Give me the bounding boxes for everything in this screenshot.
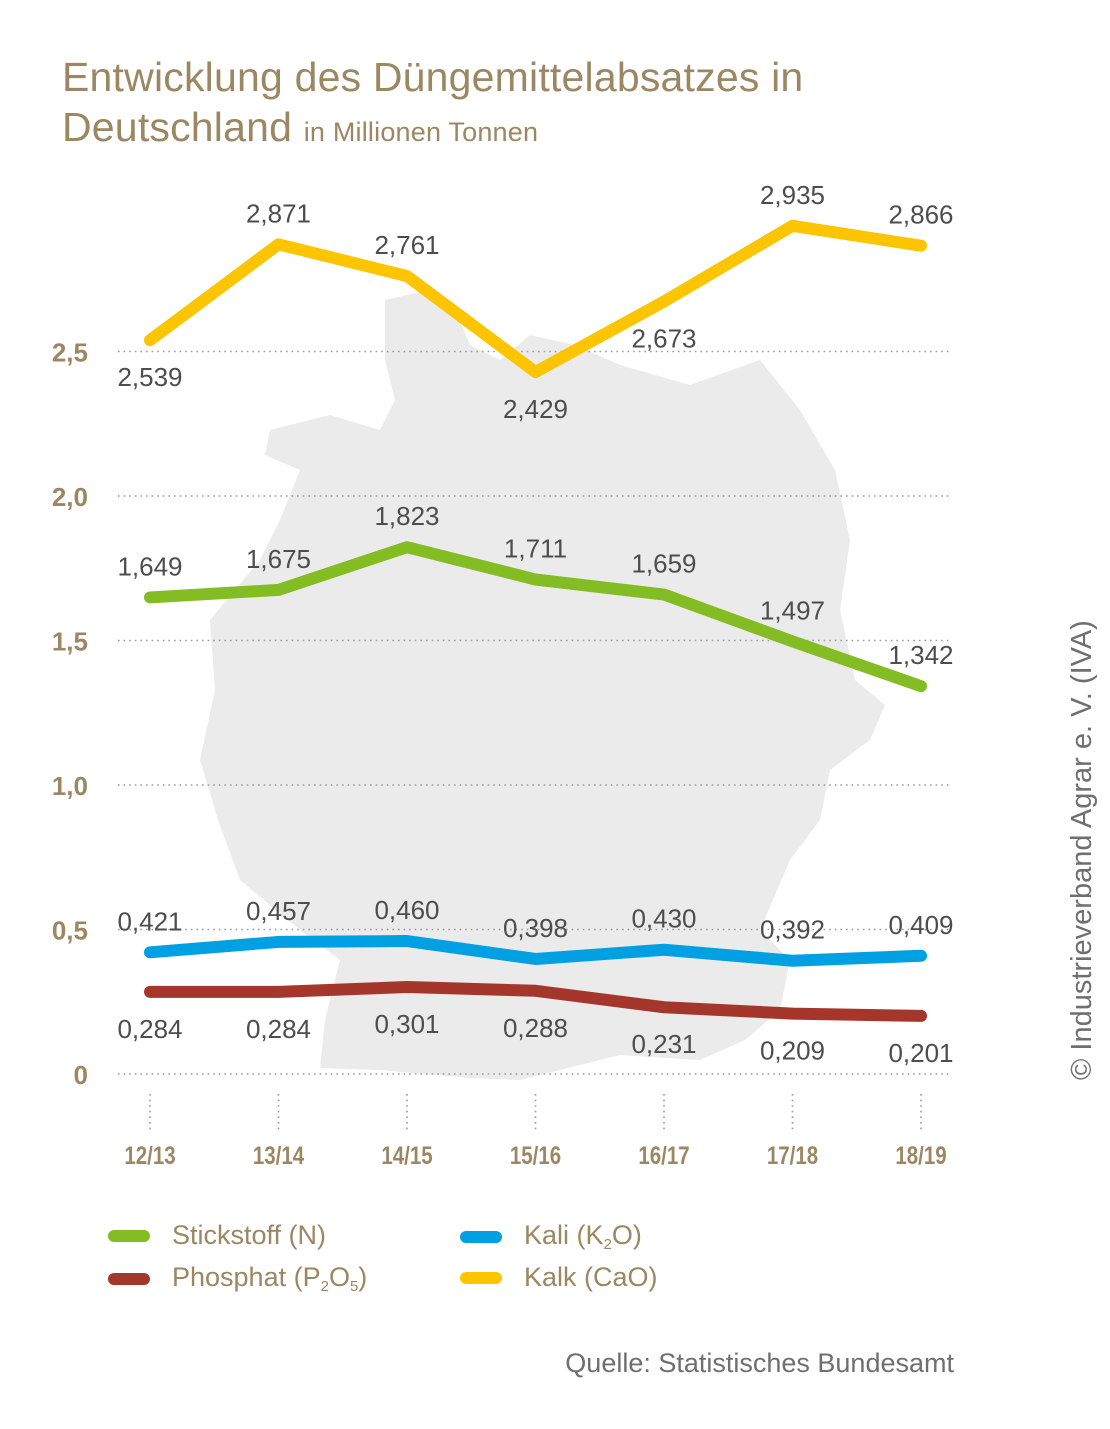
data-label: 0,284 <box>246 1014 311 1044</box>
legend-item-kali: Kali (K2O) <box>460 1220 642 1253</box>
data-label: 0,457 <box>246 896 311 926</box>
chart-title: Entwicklung des Düngemittelabsatzes in D… <box>62 52 962 157</box>
data-label: 1,497 <box>760 595 825 625</box>
series-line-1 <box>144 541 927 693</box>
data-label: 0,460 <box>374 895 439 925</box>
data-label: 0,392 <box>760 915 825 945</box>
legend-swatch-stickstoff <box>108 1229 150 1242</box>
data-label: 2,673 <box>631 324 696 354</box>
legend-swatch-kalk <box>460 1271 502 1284</box>
x-tick-label: 13/14 <box>253 1141 305 1169</box>
legend-label-phosphat: Phosphat (P2O5) <box>172 1262 368 1295</box>
data-label: 2,935 <box>760 180 825 210</box>
data-label: 1,342 <box>888 640 953 670</box>
title-unit: in Millionen Tonnen <box>303 117 539 147</box>
data-label: 0,201 <box>888 1038 953 1068</box>
legend-item-stickstoff: Stickstoff (N) <box>108 1220 326 1251</box>
legend-label-kalk: Kalk (CaO) <box>524 1262 658 1292</box>
data-label: 1,823 <box>374 501 439 531</box>
legend-label-stickstoff: Stickstoff (N) <box>172 1220 327 1250</box>
data-labels: 2,539 2,871 2,761 2,429 2,673 2,935 2,866 1,649… <box>117 180 953 1068</box>
data-label: 2,761 <box>374 230 439 260</box>
gridlines <box>118 350 952 1075</box>
y-tick-label: 1,5 <box>52 627 88 657</box>
copyright-note: © Industrieverband Agrar e. V. (IVA) <box>1066 620 1098 1080</box>
data-label: 0,301 <box>374 1009 439 1039</box>
y-tick-label: 1,0 <box>52 771 88 801</box>
x-tick-label: 15/16 <box>510 1141 561 1169</box>
data-label: 0,398 <box>503 913 568 943</box>
legend-label-kali: Kali (K2O) <box>524 1220 642 1253</box>
data-label: 1,649 <box>117 551 182 581</box>
x-tick-label: 14/15 <box>381 1141 433 1169</box>
data-label: 2,871 <box>246 198 311 228</box>
legend-swatch-kali <box>460 1230 502 1243</box>
x-tick-label: 18/19 <box>895 1141 946 1169</box>
data-label: 2,866 <box>888 200 953 230</box>
data-label: 0,409 <box>888 910 953 940</box>
legend-item-kalk: Kalk (CaO) <box>460 1262 658 1293</box>
x-tick-label: 17/18 <box>767 1141 819 1169</box>
legend-item-phosphat: Phosphat (P2O5) <box>108 1262 367 1295</box>
y-tick-label: 0,5 <box>52 916 88 946</box>
data-label: 2,539 <box>117 362 182 392</box>
y-tick-label: 2,5 <box>52 338 88 368</box>
y-axis-labels: 0 0,5 1,0 1,5 2,0 2,5 <box>52 338 88 1091</box>
data-label: 0,284 <box>117 1014 182 1044</box>
data-label: 0,421 <box>117 906 182 936</box>
data-label: 0,288 <box>503 1013 568 1043</box>
data-label: 0,430 <box>631 904 696 934</box>
series-line-2 <box>144 935 927 967</box>
data-label: 0,209 <box>760 1036 825 1066</box>
title-line1: Entwicklung des Düngemittelabsatzes in <box>62 54 804 100</box>
title-line2: Deutschland <box>62 104 293 150</box>
source-note: Quelle: Statistisches Bundesamt <box>565 1348 954 1378</box>
legend-swatch-phosphat <box>108 1272 150 1285</box>
series-lines <box>144 219 927 1022</box>
data-label: 1,659 <box>631 549 696 579</box>
data-label: 2,429 <box>503 394 568 424</box>
y-tick-label: 2,0 <box>52 482 88 512</box>
x-tick-label: 12/13 <box>124 1141 175 1169</box>
data-label: 1,675 <box>246 544 311 574</box>
data-label: 0,231 <box>631 1029 696 1059</box>
germany-map-silhouette <box>200 292 885 1080</box>
series-line-3 <box>144 981 927 1022</box>
data-label: 1,711 <box>504 534 567 564</box>
y-tick-label: 0 <box>74 1060 88 1090</box>
x-tick-label: 16/17 <box>638 1141 689 1169</box>
x-axis: 12/13 13/14 14/15 15/16 16/17 17/18 18/19 <box>124 1094 947 1169</box>
series-line-0 <box>144 219 927 379</box>
